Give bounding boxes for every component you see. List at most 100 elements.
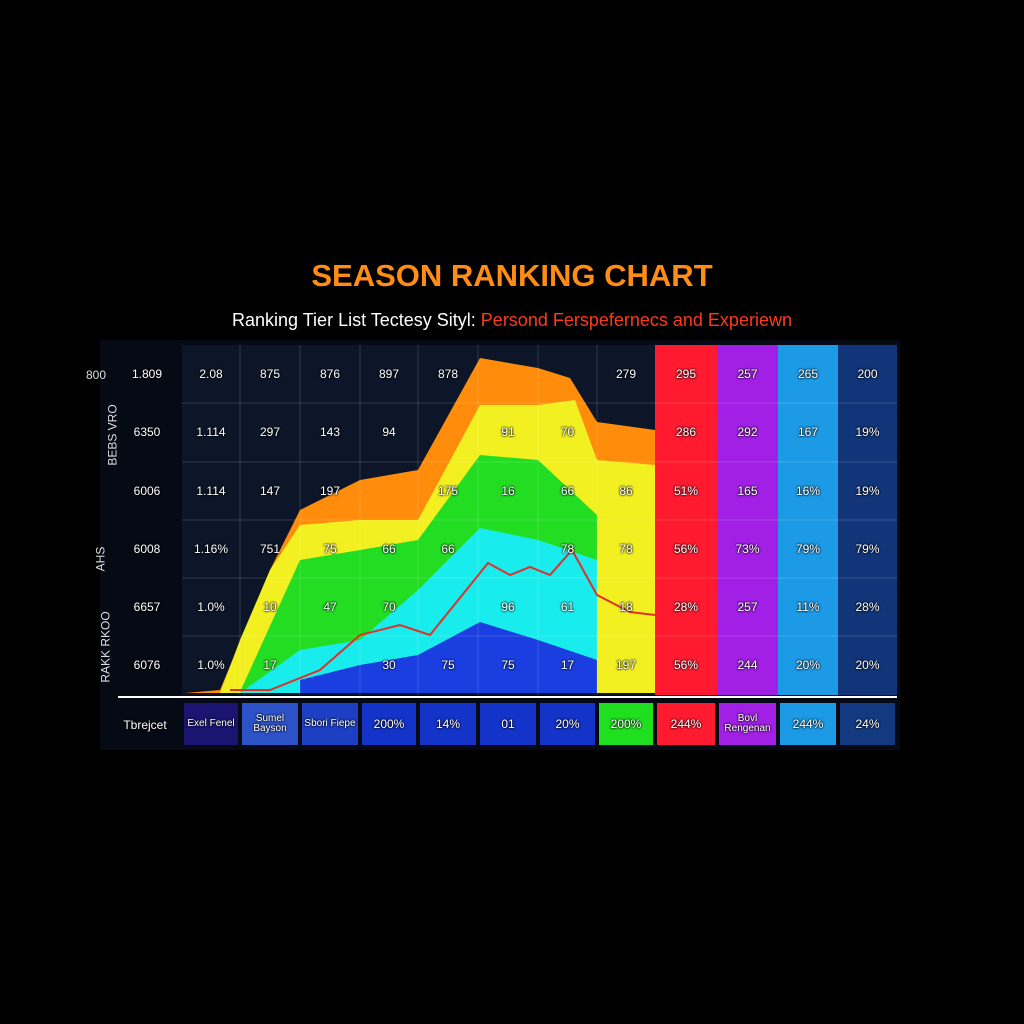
cell: 96 <box>501 599 515 614</box>
cell: 75 <box>441 657 455 672</box>
cell: 78 <box>619 541 633 556</box>
footer-cell: Exel Fenel <box>184 703 238 745</box>
footer-cell: 01 <box>480 703 536 745</box>
row-label: 6657 <box>133 599 161 614</box>
footer-cell: 20% <box>540 703 595 745</box>
cell: 878 <box>437 366 459 381</box>
grid-lines <box>182 345 897 695</box>
row-label: 6076 <box>133 657 161 672</box>
cell: 30 <box>382 657 396 672</box>
cell: 875 <box>259 366 281 381</box>
cell: 70 <box>382 599 396 614</box>
cell: 751 <box>259 541 281 556</box>
area-blue <box>300 622 597 693</box>
cell: 20% <box>855 657 880 672</box>
subtitle: Ranking Tier List Tectesy Sityl: Persond… <box>0 310 1024 331</box>
cell: 200 <box>857 366 878 381</box>
cell: 18 <box>619 599 633 614</box>
cell: 66 <box>382 541 396 556</box>
cell: 94 <box>382 424 396 439</box>
cell: 78 <box>560 541 575 556</box>
trend-line <box>230 548 656 691</box>
footer-label: Tbrejcet <box>123 717 167 732</box>
cell: 292 <box>737 424 758 439</box>
cell: 17 <box>560 657 575 672</box>
footer-cell: 244% <box>657 703 715 745</box>
column-red <box>655 345 717 695</box>
cell: 19% <box>855 424 880 439</box>
row-label: 6006 <box>133 483 161 498</box>
side-label: BEBS VRO <box>105 404 120 466</box>
cell: 66 <box>560 483 575 498</box>
cell: 257 <box>737 599 758 614</box>
title: SEASON RANKING CHART <box>311 258 713 293</box>
footer-cell: 200% <box>362 703 416 745</box>
footer-cell: 244% <box>780 703 836 745</box>
cell: 165 <box>737 483 758 498</box>
cell: 197 <box>319 483 341 498</box>
cell: 79% <box>795 541 821 556</box>
cell: 244 <box>737 657 758 672</box>
row-label: 6350 <box>133 424 161 439</box>
footer-cell: 14% <box>420 703 476 745</box>
cell: 19% <box>855 483 880 498</box>
cell: 47 <box>323 599 337 614</box>
row-label: 6008 <box>133 541 161 556</box>
cell: 175 <box>437 483 459 498</box>
cell: 56% <box>673 541 699 556</box>
side-label: 800 <box>86 368 107 382</box>
side-label: RAKK RKOO <box>98 611 113 683</box>
cell: 70 <box>560 424 575 439</box>
cell: 91 <box>501 424 515 439</box>
cell: 51% <box>673 483 699 498</box>
cell: 11% <box>796 599 820 614</box>
column-navy <box>838 345 897 695</box>
cell: 16 <box>501 483 515 498</box>
cell: 20% <box>795 657 821 672</box>
cell: 1.0% <box>197 599 225 614</box>
cell: 143 <box>319 424 341 439</box>
cell: 66 <box>441 541 455 556</box>
cell: 897 <box>378 366 400 381</box>
footer-cell: Sumel Bayson <box>242 703 298 745</box>
column-cyan <box>778 345 838 695</box>
column-purple <box>717 345 778 695</box>
cell: 10 <box>263 599 277 614</box>
footer-cell: Sbori Fiepe <box>302 703 358 745</box>
subtitle-text: Ranking Tier List Tectesy Sityl: <box>232 310 476 330</box>
cell: 86 <box>619 483 633 498</box>
subtitle-highlight: Persond Ferspefernecs and Experiewn <box>480 310 792 330</box>
cell: 75 <box>323 541 337 556</box>
footer-cell: Bovl Rengenan <box>719 703 776 745</box>
cell: 279 <box>615 366 637 381</box>
cell: 295 <box>675 366 697 381</box>
cell: 197 <box>615 657 637 672</box>
cell: 17 <box>263 657 277 672</box>
cell: 16% <box>795 483 821 498</box>
cell: 1.114 <box>196 424 226 439</box>
footer-cell: 24% <box>840 703 895 745</box>
cell: 28% <box>673 599 699 614</box>
cell: 1.16% <box>193 541 229 556</box>
cell: 73% <box>735 541 760 556</box>
cell: 257 <box>737 366 758 381</box>
cell: 876 <box>319 366 341 381</box>
cell: 75 <box>501 657 515 672</box>
cell: 286 <box>675 424 697 439</box>
cell: 297 <box>259 424 281 439</box>
cell: 147 <box>259 483 281 498</box>
cell: 1.0% <box>197 657 225 672</box>
cell: 28% <box>855 599 880 614</box>
cell: 56% <box>673 657 699 672</box>
cell: 1.114 <box>196 483 226 498</box>
cell: 61 <box>560 599 575 614</box>
side-label: AHS <box>93 546 108 572</box>
cell: 265 <box>797 366 819 381</box>
footer-cell: 200% <box>599 703 653 745</box>
row-label: 1.809 <box>131 366 163 381</box>
cell: 167 <box>797 424 819 439</box>
cell: 2.08 <box>199 366 223 381</box>
cell: 79% <box>855 541 880 556</box>
